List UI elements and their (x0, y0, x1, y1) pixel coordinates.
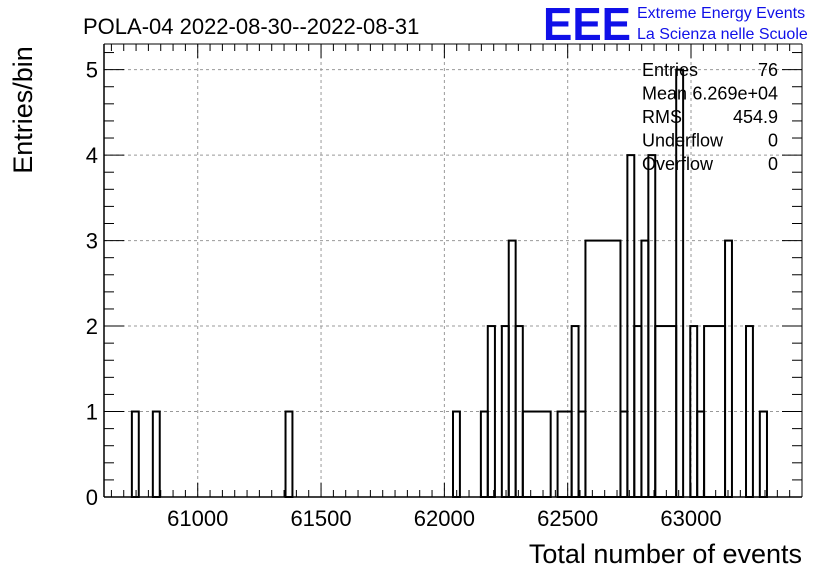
stats-label: Underflow (642, 131, 724, 151)
y-tick-label: 5 (86, 58, 98, 83)
histogram-bin (151, 410, 161, 498)
y-tick-label: 1 (86, 400, 98, 425)
histogram-bin (556, 410, 573, 498)
y-tick-label: 0 (86, 485, 98, 510)
eee-logo-mark: EEE (543, 0, 631, 50)
x-tick-label: 61000 (167, 506, 228, 531)
histogram-bin (724, 239, 733, 498)
x-tick-label: 62500 (537, 506, 598, 531)
histogram-bin (452, 410, 461, 498)
logo-line-1: Extreme Energy Events (637, 5, 805, 22)
y-tick-label: 3 (86, 229, 98, 254)
eee-logo: EEE Extreme Energy Events La Scienza nel… (543, 0, 808, 50)
y-tick-label: 4 (86, 143, 98, 168)
stats-label: Mean (642, 84, 687, 104)
stats-value: 454.9 (733, 107, 778, 127)
stats-label: Overflow (642, 154, 714, 174)
x-tick-label: 62000 (414, 506, 475, 531)
stats-label: RMS (642, 107, 682, 127)
stats-value: 0 (768, 131, 778, 151)
histogram-bin (758, 410, 768, 498)
stats-value: 6.269e+04 (692, 84, 778, 104)
histogram-bin (640, 239, 650, 498)
y-axis-ticks: 0 1 2 3 4 5 (86, 52, 802, 510)
histogram-bin (703, 325, 727, 498)
histogram-bin (584, 239, 622, 498)
y-axis-label: Entries/bin (8, 46, 38, 174)
x-axis-ticks: 61000 61500 62000 62500 63000 (110, 44, 803, 531)
x-tick-label: 61500 (290, 506, 351, 531)
stats-box: Entries 76 Mean 6.269e+04 RMS 454.9 Underflow 0… (642, 60, 778, 174)
y-tick-label: 2 (86, 314, 98, 339)
x-axis-label: Total number of events (529, 539, 802, 569)
histogram-bin (619, 410, 629, 498)
stats-value: 0 (768, 154, 778, 174)
histogram-bin (284, 410, 294, 498)
histogram-bin (696, 410, 706, 498)
histogram-bin (577, 410, 587, 498)
x-tick-label: 63000 (660, 506, 721, 531)
stats-label: Entries (642, 60, 698, 80)
histogram-bin (507, 239, 517, 498)
histogram-bin (130, 410, 140, 498)
chart-title: POLA-04 2022-08-30--2022-08-31 (83, 14, 419, 39)
axes (103, 43, 803, 498)
histogram-bin (479, 410, 489, 498)
logo-line-2: La Scienza nelle Scuole (637, 26, 808, 43)
histogram-bin (521, 410, 552, 498)
stats-value: 76 (758, 60, 778, 80)
